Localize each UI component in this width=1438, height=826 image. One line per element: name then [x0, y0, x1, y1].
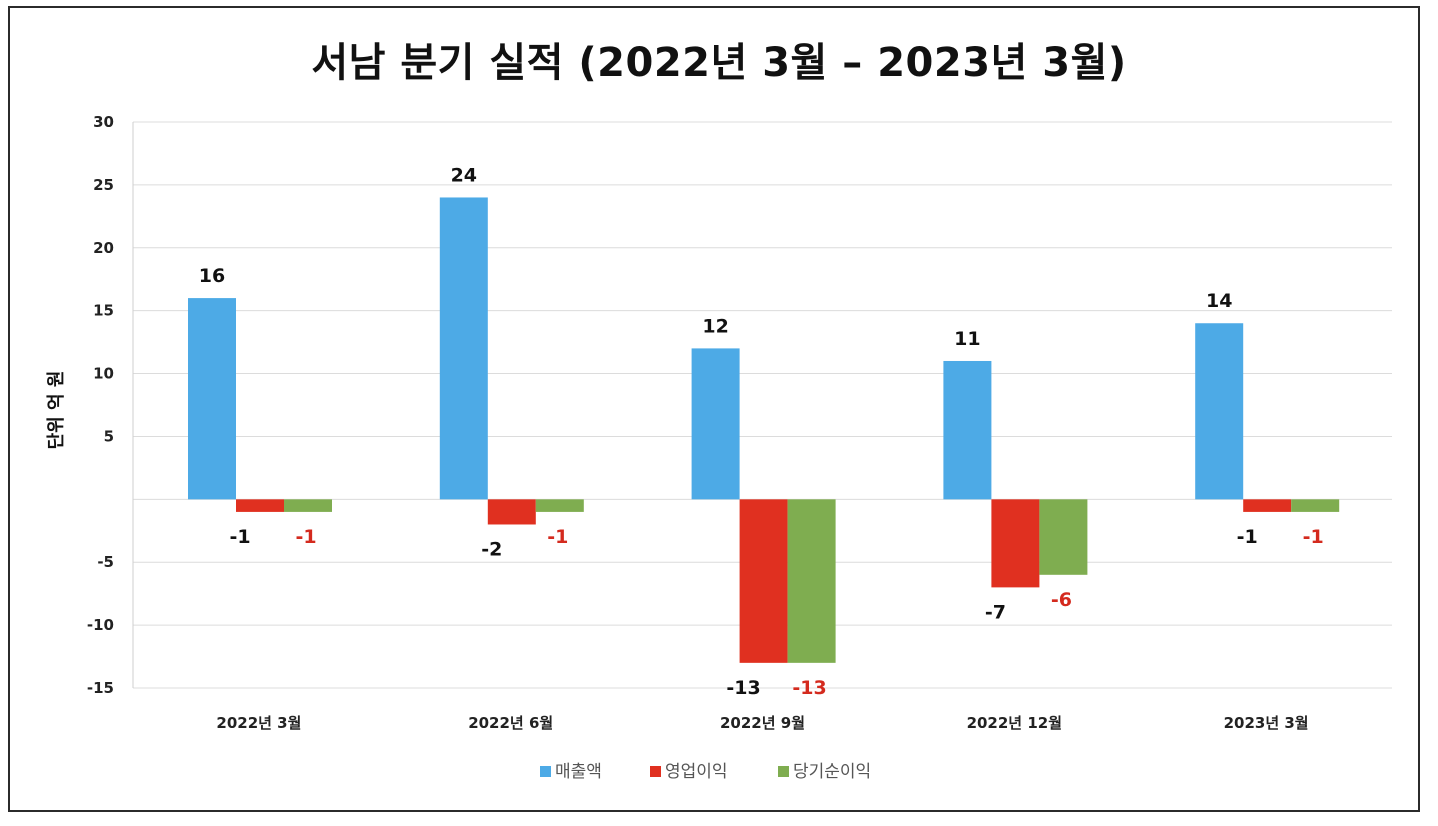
y-tick-label: 30: [93, 113, 114, 131]
legend-swatch: [778, 766, 789, 777]
data-label: -1: [295, 526, 316, 548]
bar-매출액-2023년 3월: [1195, 323, 1244, 500]
y-tick-label: -15: [87, 679, 114, 697]
data-label: 12: [702, 315, 728, 337]
data-label: 24: [451, 164, 477, 186]
data-label: 11: [954, 328, 980, 350]
bar-당기순이익-2022년 12월: [1039, 499, 1088, 575]
bar-당기순이익-2022년 6월: [535, 499, 584, 512]
data-label: -7: [985, 601, 1006, 623]
bar-당기순이익-2022년 9월: [787, 499, 836, 663]
data-label: -2: [481, 538, 502, 560]
x-tick-label: 2022년 3월: [216, 714, 301, 732]
bar-당기순이익-2023년 3월: [1291, 499, 1340, 512]
bar-영업이익-2022년 9월: [739, 499, 788, 663]
bar-영업이익-2022년 12월: [991, 499, 1040, 588]
x-tick-label: 2022년 6월: [468, 714, 553, 732]
data-label: -1: [1303, 526, 1324, 548]
data-label: -1: [1237, 526, 1258, 548]
data-label: -6: [1051, 589, 1072, 611]
legend-label: 영업이익: [665, 762, 728, 782]
bar-매출액-2022년 9월: [691, 348, 740, 500]
x-tick-label: 2022년 9월: [720, 714, 805, 732]
legend: 매출액 영업이익 당기순이익: [540, 762, 871, 782]
y-tick-label: 25: [93, 176, 114, 194]
y-tick-label: 5: [104, 427, 114, 445]
y-axis-label: 단위 억 원: [46, 371, 67, 450]
legend-label: 당기순이익: [793, 762, 871, 782]
y-tick-label: -5: [97, 553, 114, 571]
y-tick-label: 15: [93, 302, 114, 320]
data-label: -13: [792, 677, 826, 699]
chart-title: 서남 분기 실적 (2022년 3월 – 2023년 3월): [311, 40, 1127, 86]
data-label: -1: [229, 526, 250, 548]
bar-당기순이익-2022년 3월: [284, 499, 332, 512]
bar-매출액-2022년 12월: [943, 360, 992, 500]
legend-swatch: [650, 766, 661, 777]
y-tick-label: 20: [93, 239, 114, 257]
data-labels: 16 -1 -1 24 -2 -1 12 -13 -13 11 -7 -6 14 -1 -1: [199, 164, 1324, 698]
y-tick-label: 10: [93, 365, 114, 383]
bars: [188, 197, 1340, 663]
bar-영업이익-2023년 3월: [1243, 499, 1292, 512]
x-tick-label: 2022년 12월: [967, 714, 1062, 732]
data-label: 16: [199, 265, 225, 287]
x-tick-label: 2023년 3월: [1224, 714, 1309, 732]
x-axis-ticks: 2022년 3월 2022년 6월 2022년 9월 2022년 12월 2023년 3…: [216, 714, 1308, 732]
legend-label: 매출액: [555, 762, 602, 782]
data-label: -1: [547, 526, 568, 548]
data-label: -13: [726, 677, 760, 699]
legend-swatch: [540, 766, 551, 777]
y-tick-label: -10: [87, 616, 114, 634]
y-axis-ticks: 30 25 20 15 10 5 -5 -10 -15: [87, 113, 114, 697]
bar-매출액-2022년 6월: [439, 197, 488, 500]
data-label: 14: [1206, 290, 1232, 312]
bar-영업이익-2022년 3월: [236, 499, 284, 512]
bar-영업이익-2022년 6월: [487, 499, 536, 525]
bar-매출액-2022년 3월: [188, 298, 236, 500]
